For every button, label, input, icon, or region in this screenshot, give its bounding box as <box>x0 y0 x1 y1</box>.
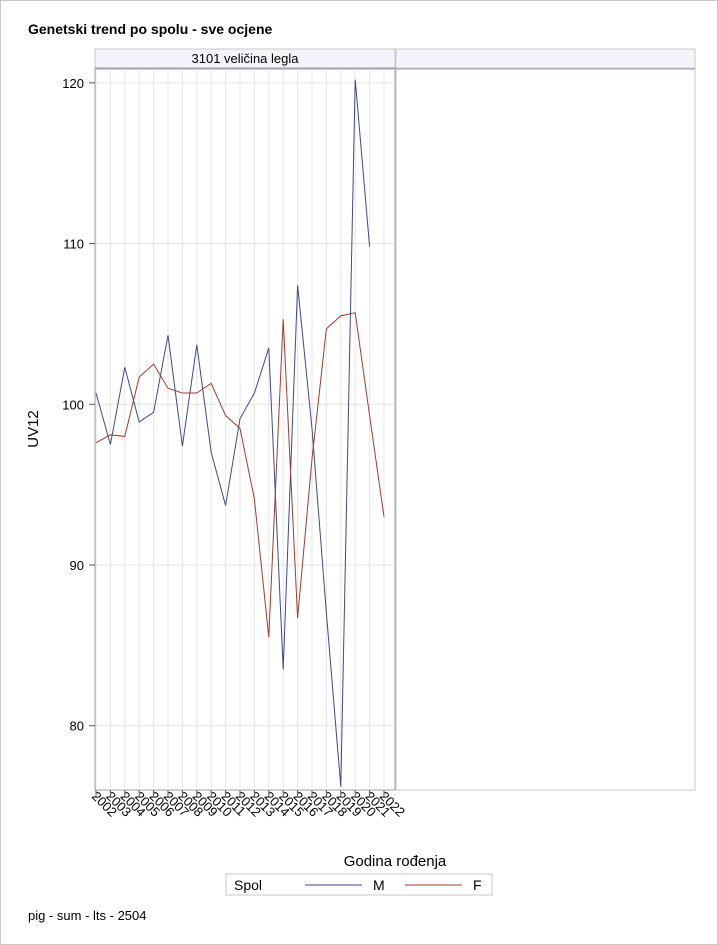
series-lines <box>95 79 385 787</box>
y-axis-label: UV12 <box>25 410 42 448</box>
y-tick-label: 100 <box>62 397 84 412</box>
y-tick-label: 80 <box>70 719 84 734</box>
panel-label: 3101 veličina legla <box>192 51 300 66</box>
y-tick-label: 110 <box>63 237 84 252</box>
series-line-m <box>95 79 371 787</box>
chart-title: Genetski trend po spolu - sve ocjene <box>28 21 273 37</box>
y-tick-label: 120 <box>62 76 84 91</box>
x-axis-label: Godina rođenja <box>344 853 447 870</box>
empty-panel <box>395 67 696 791</box>
legend: Spol M F <box>225 873 493 896</box>
series-line-f <box>95 312 385 638</box>
legend-label-m: M <box>373 877 385 893</box>
panel-header-right <box>395 48 696 69</box>
y-tick-label: 90 <box>70 558 84 573</box>
legend-title: Spol <box>234 877 262 893</box>
legend-label-f: F <box>473 877 482 893</box>
footnote: pig - sum - lts - 2504 <box>28 908 147 923</box>
y-axis: 80 90 100 110 120 <box>62 76 95 734</box>
x-axis: 2002200320042005200620072008200920102011… <box>89 789 408 820</box>
plot-panel <box>94 67 396 791</box>
